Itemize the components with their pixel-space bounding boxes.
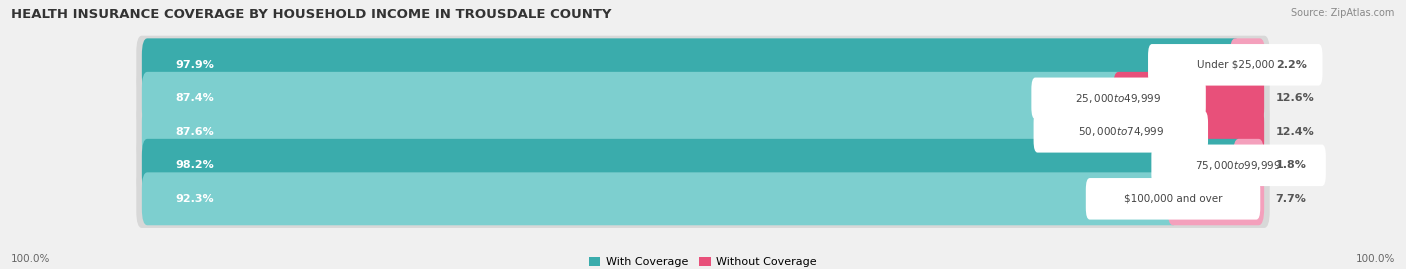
Text: 12.4%: 12.4% xyxy=(1275,127,1315,137)
Text: $75,000 to $99,999: $75,000 to $99,999 xyxy=(1195,159,1282,172)
Legend: With Coverage, Without Coverage: With Coverage, Without Coverage xyxy=(585,253,821,269)
FancyBboxPatch shape xyxy=(142,38,1241,91)
Text: 87.4%: 87.4% xyxy=(176,93,214,103)
Text: Under $25,000: Under $25,000 xyxy=(1197,60,1274,70)
Text: 1.8%: 1.8% xyxy=(1275,160,1306,170)
Text: 97.9%: 97.9% xyxy=(176,60,214,70)
FancyBboxPatch shape xyxy=(136,36,1270,94)
FancyBboxPatch shape xyxy=(1149,44,1323,86)
Text: HEALTH INSURANCE COVERAGE BY HOUSEHOLD INCOME IN TROUSDALE COUNTY: HEALTH INSURANCE COVERAGE BY HOUSEHOLD I… xyxy=(11,8,612,21)
Text: Source: ZipAtlas.com: Source: ZipAtlas.com xyxy=(1291,8,1395,18)
FancyBboxPatch shape xyxy=(1152,144,1326,186)
FancyBboxPatch shape xyxy=(142,105,1126,158)
FancyBboxPatch shape xyxy=(136,69,1270,128)
FancyBboxPatch shape xyxy=(136,170,1270,228)
FancyBboxPatch shape xyxy=(1233,139,1264,192)
FancyBboxPatch shape xyxy=(1085,178,1260,220)
Text: 2.2%: 2.2% xyxy=(1277,60,1308,70)
FancyBboxPatch shape xyxy=(142,72,1125,125)
FancyBboxPatch shape xyxy=(1167,172,1264,225)
Text: $100,000 and over: $100,000 and over xyxy=(1123,194,1222,204)
FancyBboxPatch shape xyxy=(136,103,1270,161)
Text: $50,000 to $74,999: $50,000 to $74,999 xyxy=(1077,125,1164,138)
Text: 100.0%: 100.0% xyxy=(11,254,51,264)
Text: 7.7%: 7.7% xyxy=(1275,194,1306,204)
FancyBboxPatch shape xyxy=(1230,38,1265,91)
Text: 12.6%: 12.6% xyxy=(1275,93,1315,103)
FancyBboxPatch shape xyxy=(142,139,1244,192)
FancyBboxPatch shape xyxy=(1033,111,1208,153)
FancyBboxPatch shape xyxy=(1115,105,1264,158)
FancyBboxPatch shape xyxy=(136,136,1270,194)
FancyBboxPatch shape xyxy=(1114,72,1264,125)
FancyBboxPatch shape xyxy=(142,172,1178,225)
Text: 98.2%: 98.2% xyxy=(176,160,214,170)
FancyBboxPatch shape xyxy=(1032,77,1206,119)
Text: 87.6%: 87.6% xyxy=(176,127,214,137)
Text: 92.3%: 92.3% xyxy=(176,194,214,204)
Text: $25,000 to $49,999: $25,000 to $49,999 xyxy=(1076,92,1161,105)
Text: 100.0%: 100.0% xyxy=(1355,254,1395,264)
